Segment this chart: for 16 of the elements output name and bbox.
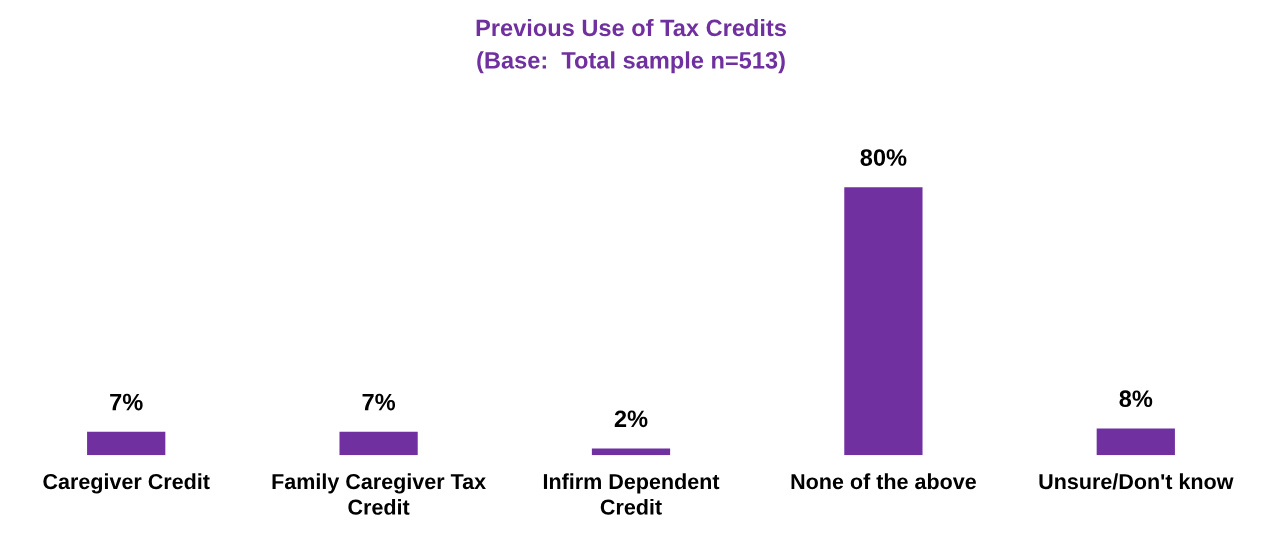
x-tick-label: Family Caregiver Tax Credit (272, 473, 486, 515)
x-tick-label: None of the above (791, 473, 976, 490)
chart-subtitle: (Base: Total sample n=513) (477, 51, 785, 74)
bar (339, 431, 418, 456)
data-label: 7% (362, 393, 396, 411)
data-label: 2% (614, 410, 648, 428)
x-tick-label: Unsure/Don't know (1039, 473, 1234, 490)
x-tick-label: Caregiver Credit (43, 473, 210, 494)
x-tick-label: Infirm Dependent Credit (543, 473, 720, 515)
bar (1096, 428, 1175, 456)
data-label: 8% (1119, 390, 1153, 408)
bar (844, 187, 923, 456)
bar (87, 431, 166, 456)
data-label: 7% (110, 393, 143, 411)
chart-title: Previous Use of Tax Credits (476, 18, 786, 37)
data-label: 80% (860, 149, 907, 166)
